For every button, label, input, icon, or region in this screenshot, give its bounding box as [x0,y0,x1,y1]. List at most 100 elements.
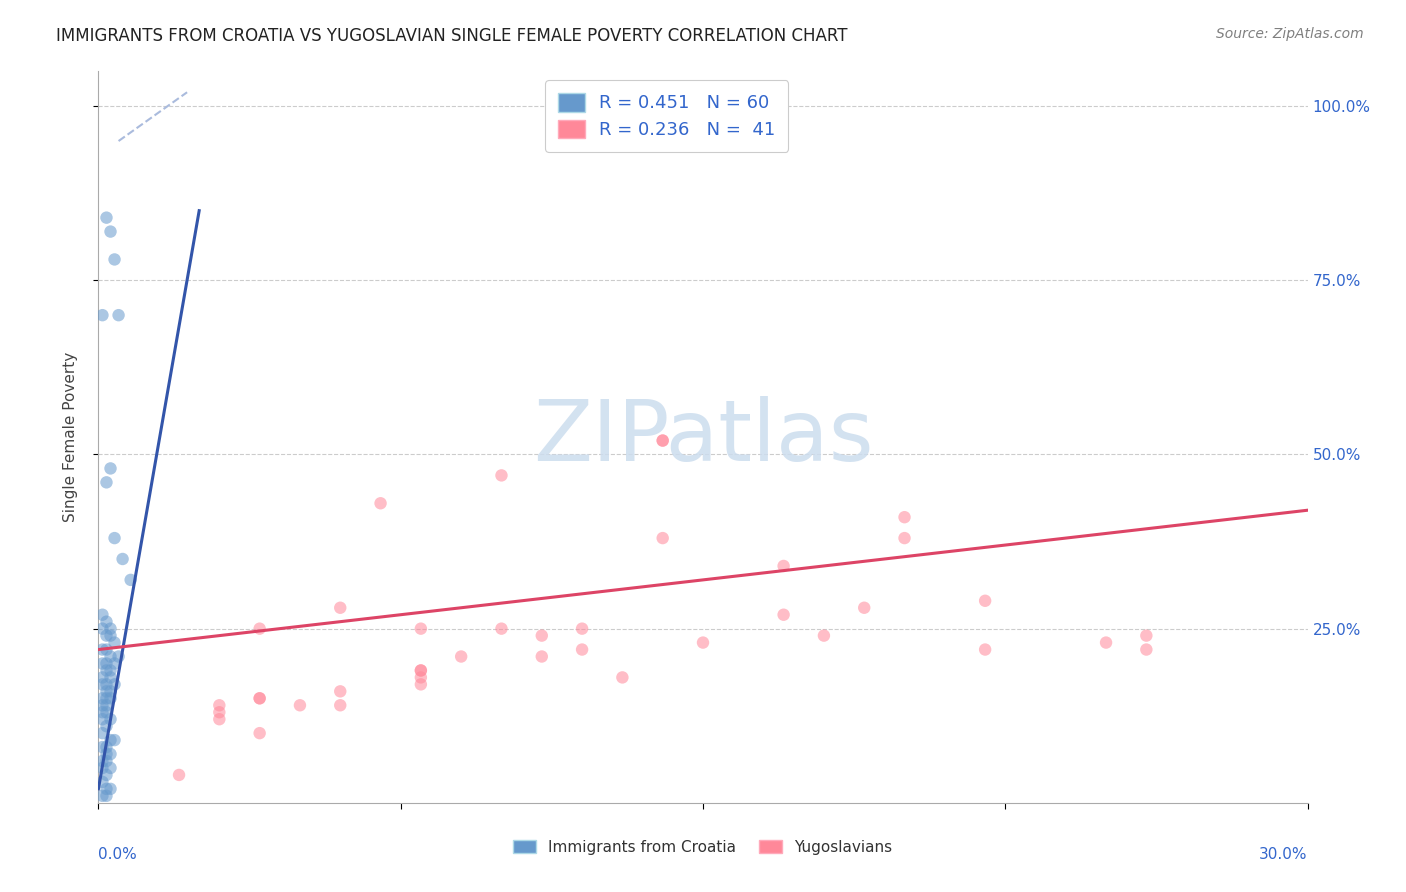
Point [91,726,114,740]
Point [107,308,129,322]
Point [249,691,271,706]
Point [91,642,114,657]
Point [91,308,114,322]
Point [409,664,432,678]
Point [651,531,673,545]
Point [96,211,118,225]
Point [91,775,114,789]
Point [91,761,114,775]
Point [96,684,118,698]
Point [813,629,835,643]
Point [692,635,714,649]
Point [1095,635,1118,649]
Point [120,573,142,587]
Point [974,642,997,657]
Point [450,649,472,664]
Point [96,475,118,490]
Point [107,649,129,664]
Point [651,434,673,448]
Point [329,684,352,698]
Point [208,712,231,726]
Point [100,691,122,706]
Point [288,698,311,713]
Text: ZIPatlas: ZIPatlas [533,395,873,479]
Point [530,629,553,643]
Point [103,733,125,747]
Point [571,642,593,657]
Point [249,726,271,740]
Point [91,691,114,706]
Point [100,761,122,775]
Point [96,629,118,643]
Point [96,615,118,629]
Point [167,768,190,782]
Point [100,781,122,796]
Point [91,607,114,622]
Point [100,664,122,678]
Point [103,252,125,267]
Point [612,670,634,684]
Point [772,558,794,573]
Point [772,607,794,622]
Point [96,705,118,719]
Point [100,733,122,747]
Point [1135,629,1157,643]
Text: IMMIGRANTS FROM CROATIA VS YUGOSLAVIAN SINGLE FEMALE POVERTY CORRELATION CHART: IMMIGRANTS FROM CROATIA VS YUGOSLAVIAN S… [56,27,848,45]
Point [329,698,352,713]
Point [974,594,997,608]
Point [249,622,271,636]
Point [1135,642,1157,657]
Point [96,691,118,706]
Point [96,768,118,782]
Point [91,789,114,803]
Point [100,670,122,684]
Point [100,649,122,664]
Point [91,677,114,691]
Point [208,698,231,713]
Point [96,664,118,678]
Point [571,622,593,636]
Text: 30.0%: 30.0% [1260,847,1308,862]
Point [96,789,118,803]
Point [329,600,352,615]
Point [208,705,231,719]
Point [111,552,134,566]
Legend: Immigrants from Croatia, Yugoslavians: Immigrants from Croatia, Yugoslavians [508,834,898,861]
Point [103,531,125,545]
Point [100,629,122,643]
Point [96,747,118,761]
Point [853,600,876,615]
Point [100,225,122,239]
Point [96,677,118,691]
Point [91,705,114,719]
Point [530,649,553,664]
Text: Source: ZipAtlas.com: Source: ZipAtlas.com [1216,27,1364,41]
Point [96,698,118,713]
Point [96,754,118,768]
Point [96,719,118,733]
Point [491,468,513,483]
Point [100,747,122,761]
Point [96,657,118,671]
Point [91,698,114,713]
Point [91,740,114,755]
Point [91,754,114,768]
Point [651,434,673,448]
Point [91,712,114,726]
Point [409,622,432,636]
Point [103,657,125,671]
Point [96,781,118,796]
Point [96,642,118,657]
Point [96,740,118,755]
Point [409,664,432,678]
Point [103,635,125,649]
Point [249,691,271,706]
Point [409,670,432,684]
Point [491,622,513,636]
Point [91,670,114,684]
Point [91,622,114,636]
Point [100,461,122,475]
Y-axis label: Single Female Poverty: Single Female Poverty [63,352,77,522]
Point [100,712,122,726]
Point [370,496,392,510]
